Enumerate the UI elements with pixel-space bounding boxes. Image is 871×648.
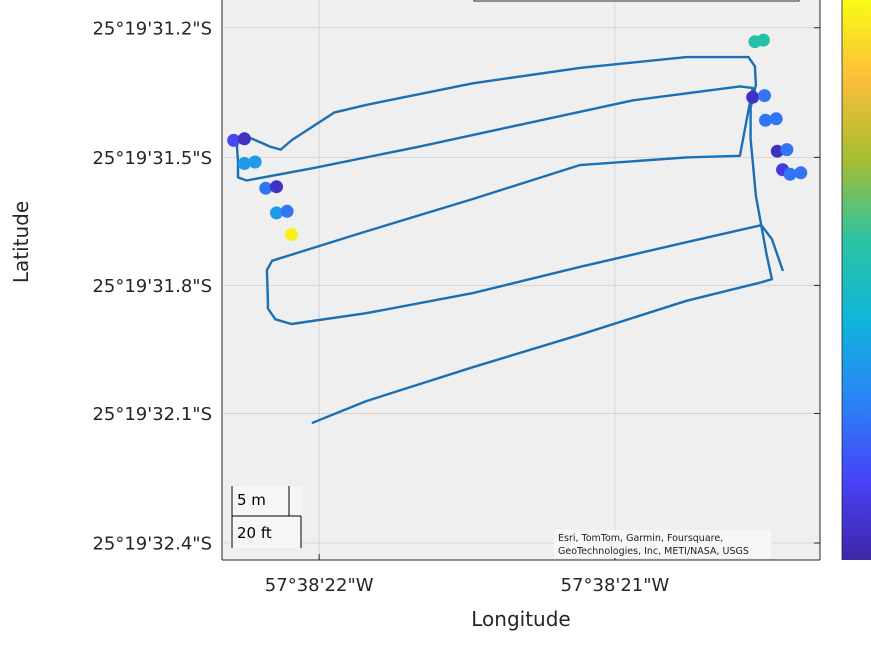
legend-box-fragment <box>473 0 800 2</box>
attribution-line-1: Esri, TomTom, Garmin, Foursquare, <box>558 533 723 544</box>
gps-track-line <box>235 55 784 424</box>
data-point <box>270 180 283 194</box>
data-point <box>756 33 770 47</box>
data-point <box>248 155 262 169</box>
axes-frame <box>221 0 821 561</box>
data-point <box>284 228 298 241</box>
attribution-background <box>554 530 771 558</box>
y-tick-label: 25°19'32.4"S <box>92 534 212 555</box>
basemap-attribution: Esri, TomTom, Garmin, Foursquare, GeoTec… <box>554 530 771 558</box>
y-tick-label: 25°19'31.2"S <box>92 18 212 39</box>
data-point <box>227 133 241 147</box>
scale-bar-metric-label: 5 m <box>237 491 266 509</box>
data-point <box>237 132 251 146</box>
data-point <box>746 90 760 104</box>
data-point <box>794 166 808 180</box>
data-point <box>237 157 251 170</box>
y-tick-label: 25°19'31.8"S <box>92 276 212 297</box>
colorbar <box>842 0 871 560</box>
data-point <box>758 89 771 103</box>
plot-background <box>222 0 820 560</box>
tick-labels: 57°38'22"W 57°38'21"W 25°19'31.2"S 25°19'31… <box>92 18 669 596</box>
grid <box>222 0 820 560</box>
attribution-line-2: GeoTechnologies, Inc, METI/NASA, USGS <box>558 546 749 557</box>
x-tick-label: 57°38'22"W <box>265 575 374 596</box>
y-tick-label: 25°19'31.5"S <box>92 148 212 169</box>
x-tick-label: 57°38'21"W <box>561 575 670 596</box>
scale-bar: 5 m 20 ft <box>230 486 302 548</box>
data-point <box>259 181 273 195</box>
scatter-points <box>227 33 808 241</box>
data-point <box>759 113 772 127</box>
data-point <box>280 204 294 218</box>
data-point <box>783 167 797 181</box>
y-axis-title: Latitude <box>9 201 33 283</box>
scale-bar-imperial-label: 20 ft <box>237 524 272 542</box>
x-axis-title: Longitude <box>471 607 570 631</box>
y-tick-label: 25°19'32.1"S <box>92 404 212 425</box>
data-point <box>270 206 283 220</box>
data-point <box>770 144 784 158</box>
data-point <box>769 112 783 126</box>
data-point <box>780 143 794 157</box>
scale-bar-background <box>230 486 302 548</box>
